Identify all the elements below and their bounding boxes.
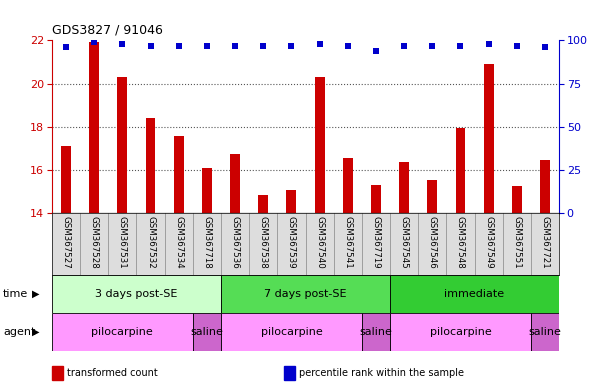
Bar: [193, 313, 221, 351]
Text: GSM367548: GSM367548: [456, 216, 465, 269]
Point: [287, 43, 296, 49]
Text: percentile rank within the sample: percentile rank within the sample: [299, 368, 464, 378]
Point: [399, 43, 409, 49]
Text: GSM367540: GSM367540: [315, 216, 324, 269]
Bar: [512, 186, 522, 213]
Text: GSM367545: GSM367545: [400, 216, 409, 269]
Bar: [230, 154, 240, 213]
Bar: [258, 195, 268, 213]
Point: [117, 41, 127, 47]
Text: agent: agent: [3, 327, 35, 337]
Bar: [52, 275, 221, 313]
Text: GSM367541: GSM367541: [343, 216, 353, 269]
Bar: [61, 146, 71, 213]
Bar: [484, 64, 494, 213]
Bar: [89, 43, 99, 213]
Bar: [343, 158, 353, 213]
Text: pilocarpine: pilocarpine: [92, 327, 153, 337]
Text: GSM367549: GSM367549: [484, 216, 493, 269]
Text: GSM367536: GSM367536: [230, 216, 240, 269]
Point: [61, 44, 71, 50]
Text: immediate: immediate: [444, 289, 505, 299]
Text: GSM367531: GSM367531: [118, 216, 127, 269]
Text: GSM367527: GSM367527: [62, 216, 70, 269]
Text: pilocarpine: pilocarpine: [430, 327, 491, 337]
Point: [145, 43, 155, 49]
Point: [89, 39, 99, 45]
Bar: [315, 77, 324, 213]
Point: [428, 43, 437, 49]
Bar: [174, 136, 184, 213]
Point: [258, 43, 268, 49]
Text: GSM367551: GSM367551: [512, 216, 521, 269]
Text: saline: saline: [191, 327, 224, 337]
Text: GSM367534: GSM367534: [174, 216, 183, 269]
Bar: [399, 162, 409, 213]
Text: GSM367718: GSM367718: [202, 216, 211, 269]
Bar: [371, 185, 381, 213]
Text: GSM367528: GSM367528: [90, 216, 99, 269]
Bar: [427, 180, 437, 213]
Text: time: time: [3, 289, 28, 299]
Bar: [287, 190, 296, 213]
Point: [202, 43, 212, 49]
Point: [540, 44, 550, 50]
Point: [456, 43, 466, 49]
Bar: [202, 168, 212, 213]
Text: ▶: ▶: [32, 289, 39, 299]
Text: GSM367719: GSM367719: [371, 216, 381, 269]
Bar: [540, 160, 550, 213]
Bar: [117, 77, 127, 213]
Bar: [362, 313, 390, 351]
Text: GSM367539: GSM367539: [287, 216, 296, 269]
Text: 3 days post-SE: 3 days post-SE: [95, 289, 178, 299]
Bar: [52, 313, 193, 351]
Bar: [221, 275, 390, 313]
Bar: [221, 313, 362, 351]
Text: transformed count: transformed count: [67, 368, 158, 378]
Bar: [531, 313, 559, 351]
Point: [512, 43, 522, 49]
Text: saline: saline: [359, 327, 392, 337]
Text: GSM367721: GSM367721: [541, 216, 549, 269]
Bar: [390, 313, 531, 351]
Point: [484, 41, 494, 47]
Point: [174, 43, 184, 49]
Text: 7 days post-SE: 7 days post-SE: [264, 289, 347, 299]
Point: [315, 41, 324, 47]
Point: [371, 48, 381, 54]
Text: saline: saline: [529, 327, 562, 337]
Text: GDS3827 / 91046: GDS3827 / 91046: [52, 23, 163, 36]
Text: pilocarpine: pilocarpine: [260, 327, 322, 337]
Bar: [145, 118, 155, 213]
Text: ▶: ▶: [32, 327, 39, 337]
Text: GSM367546: GSM367546: [428, 216, 437, 269]
Point: [230, 43, 240, 49]
Point: [343, 43, 353, 49]
Text: GSM367532: GSM367532: [146, 216, 155, 269]
Bar: [390, 275, 559, 313]
Bar: [456, 128, 466, 213]
Text: GSM367538: GSM367538: [258, 216, 268, 269]
